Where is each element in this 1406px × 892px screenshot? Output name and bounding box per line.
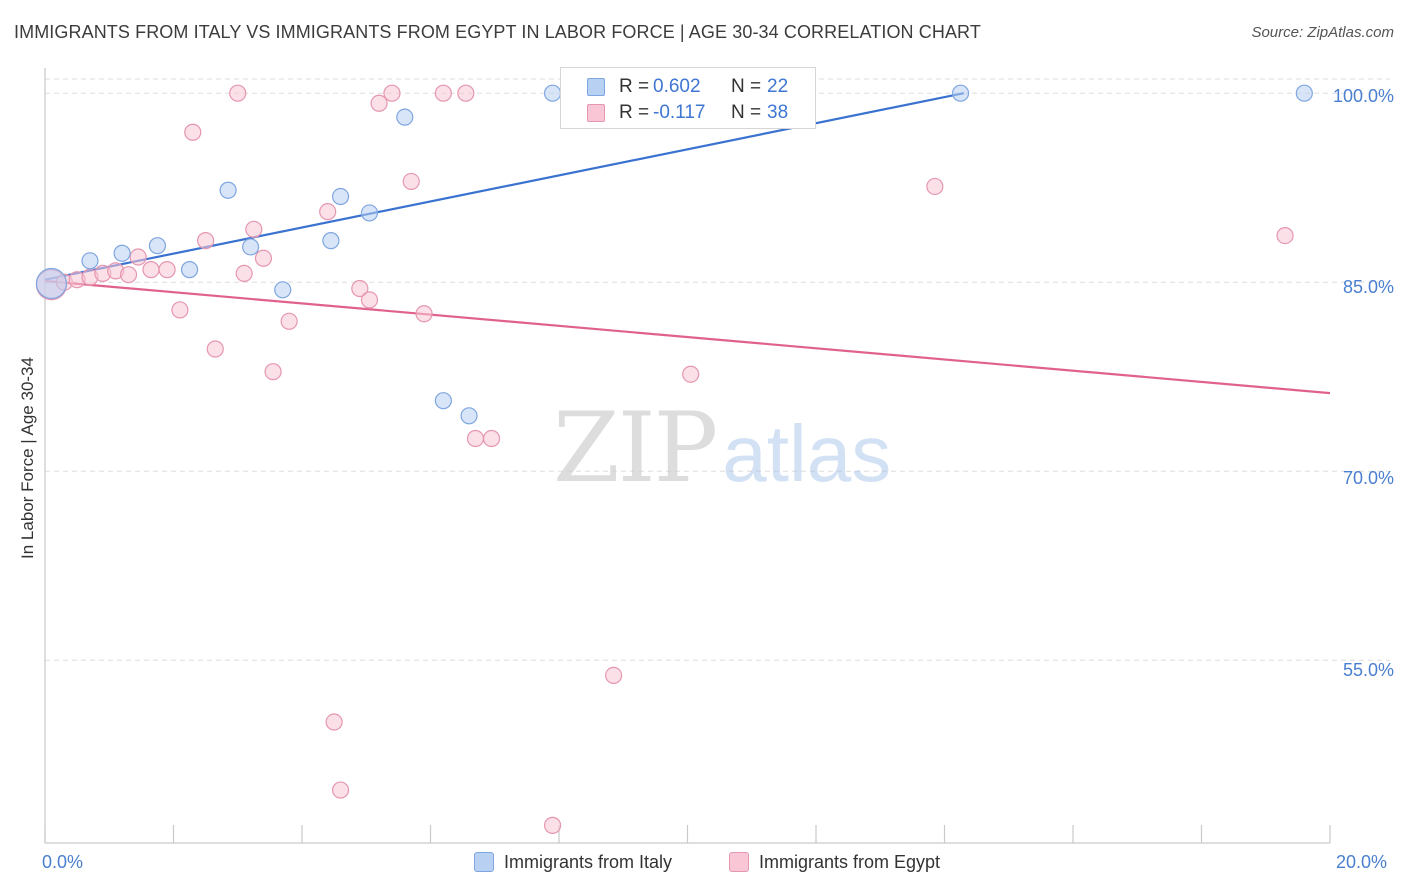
italy-swatch <box>474 852 494 872</box>
italy-point <box>460 407 478 425</box>
italy-point <box>35 267 68 300</box>
legend-n-label: N = <box>731 102 762 123</box>
italy-point <box>360 204 379 222</box>
x-tick-label-min: 0.0% <box>42 852 84 872</box>
egypt-point <box>482 429 501 448</box>
egypt-point <box>158 261 176 279</box>
egypt-point <box>129 248 147 266</box>
legend-item-egypt[interactable]: Immigrants from Egypt <box>729 852 940 873</box>
y-tick-label: 55.0% <box>1342 660 1394 680</box>
egypt-point <box>245 220 263 238</box>
egypt-point <box>543 816 562 834</box>
italy-point <box>951 84 970 102</box>
grid-lines <box>45 78 1390 661</box>
legend-label-italy: Immigrants from Italy <box>504 852 673 872</box>
egypt-point <box>457 84 475 102</box>
egypt-point <box>325 713 343 731</box>
egypt-point <box>466 429 485 448</box>
italy-points <box>35 84 1313 425</box>
legend-r-label: R = <box>619 102 650 123</box>
italy-point <box>113 244 131 262</box>
y-tick-label: 100.0% <box>1332 86 1394 106</box>
x-tick-label-max: 20.0% <box>1336 852 1388 872</box>
egypt-point <box>119 266 138 284</box>
italy-point <box>148 237 167 255</box>
y-tick-label: 85.0% <box>1342 277 1394 297</box>
egypt-point <box>197 232 215 250</box>
egypt-swatch <box>587 104 605 122</box>
egypt-point <box>319 203 337 221</box>
italy-point <box>331 187 350 206</box>
trend-lines <box>44 92 1331 395</box>
legend-n-value: 22 <box>767 76 789 97</box>
italy-point <box>180 261 199 279</box>
italy-point <box>274 281 292 299</box>
watermark-zip: ZIP <box>553 392 718 504</box>
italy-swatch <box>587 78 605 96</box>
correlation-legend: R = 0.602 N = 22 R = -0.117 N = 38 <box>560 67 816 129</box>
egypt-point <box>254 249 273 267</box>
italy-point <box>396 108 414 126</box>
italy-point <box>219 181 237 199</box>
watermark-atlas: atlas <box>722 409 892 498</box>
egypt-point <box>415 305 433 323</box>
egypt-point <box>264 363 282 381</box>
legend-label-egypt: Immigrants from Egypt <box>759 852 941 872</box>
y-axis-label: In Labor Force | Age 30-34 <box>18 357 37 559</box>
egypt-point <box>280 312 298 330</box>
egypt-point <box>229 84 247 102</box>
legend-n-label: N = <box>731 76 762 97</box>
legend-n-value: 38 <box>767 102 789 123</box>
y-tick-label: 70.0% <box>1342 468 1394 488</box>
egypt-point <box>926 177 944 196</box>
italy-point <box>434 392 452 410</box>
italy-point <box>322 232 340 250</box>
egypt-point <box>370 94 388 112</box>
italy-point <box>543 84 562 102</box>
italy-point <box>81 252 99 270</box>
egypt-point <box>184 123 202 141</box>
italy-point <box>1295 84 1313 102</box>
egypt-point <box>434 84 452 102</box>
egypt-point <box>682 365 700 383</box>
legend-item-italy[interactable]: Immigrants from Italy <box>474 852 672 873</box>
egypt-points <box>35 84 1294 834</box>
legend-r-value: 0.602 <box>653 76 701 97</box>
egypt-point <box>142 261 160 279</box>
chart-title: IMMIGRANTS FROM ITALY VS IMMIGRANTS FROM… <box>14 22 981 42</box>
egypt-point <box>402 172 420 191</box>
italy-trend-line <box>44 92 964 281</box>
egypt-point <box>351 279 369 298</box>
egypt-point <box>605 666 623 684</box>
watermark: ZIPatlas <box>553 400 891 497</box>
italy-point <box>242 238 260 256</box>
egypt-trend-line <box>44 279 1331 395</box>
egypt-point <box>171 301 189 319</box>
egypt-point <box>1276 227 1294 245</box>
egypt-point <box>235 264 253 283</box>
egypt-swatch <box>729 852 749 872</box>
source-label: Source: ZipAtlas.com <box>1251 24 1394 41</box>
egypt-point <box>331 781 350 799</box>
egypt-point <box>383 84 401 102</box>
legend-r-value: -0.117 <box>653 102 706 123</box>
egypt-point <box>206 340 224 358</box>
egypt-point <box>360 291 379 309</box>
legend-r-label: R = <box>619 76 650 97</box>
